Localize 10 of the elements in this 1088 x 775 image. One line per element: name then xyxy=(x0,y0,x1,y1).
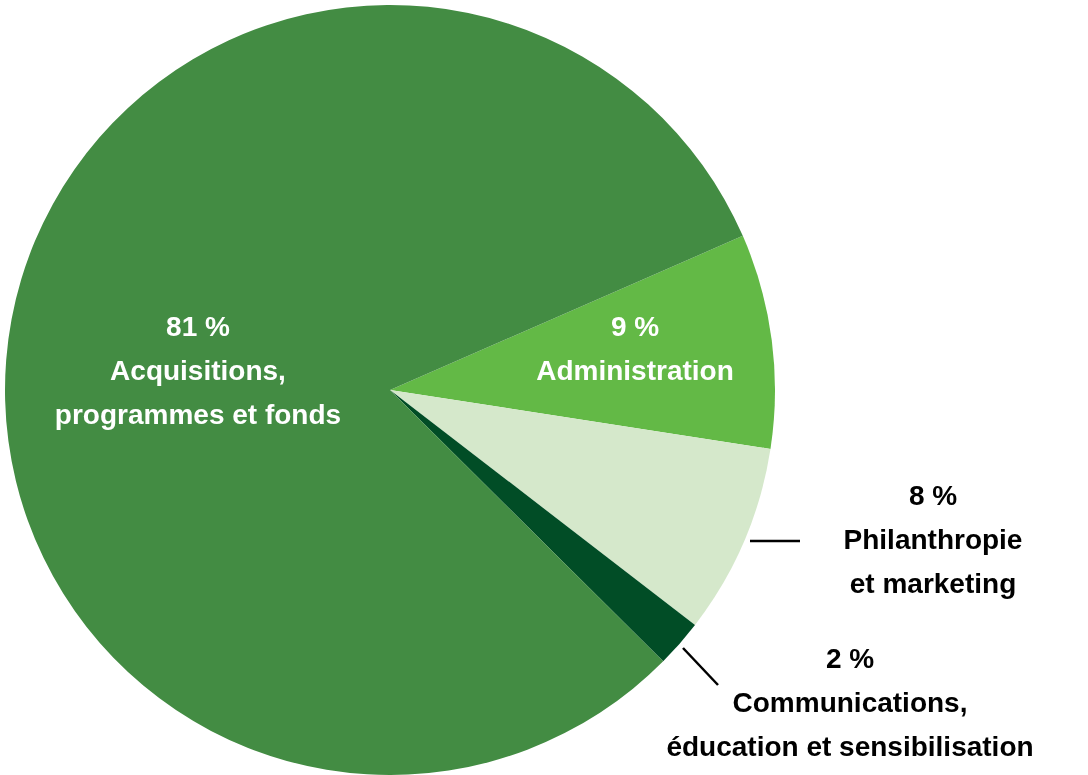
data-label: 81 % xyxy=(166,311,231,342)
pie-slice xyxy=(390,235,775,449)
slice-label: Communications, éducation et sensibilisation xyxy=(666,687,1034,762)
slice-label: Acquisitions, programmes et fonds xyxy=(54,355,342,430)
pie-slice xyxy=(390,390,771,625)
slice-label: Administration xyxy=(536,355,734,386)
data-label: 8 % xyxy=(908,480,958,511)
data-label: 9 % xyxy=(610,311,660,342)
slice-label: Philanthropie et marketing xyxy=(843,524,1023,599)
data-label: 2 % xyxy=(825,643,875,674)
